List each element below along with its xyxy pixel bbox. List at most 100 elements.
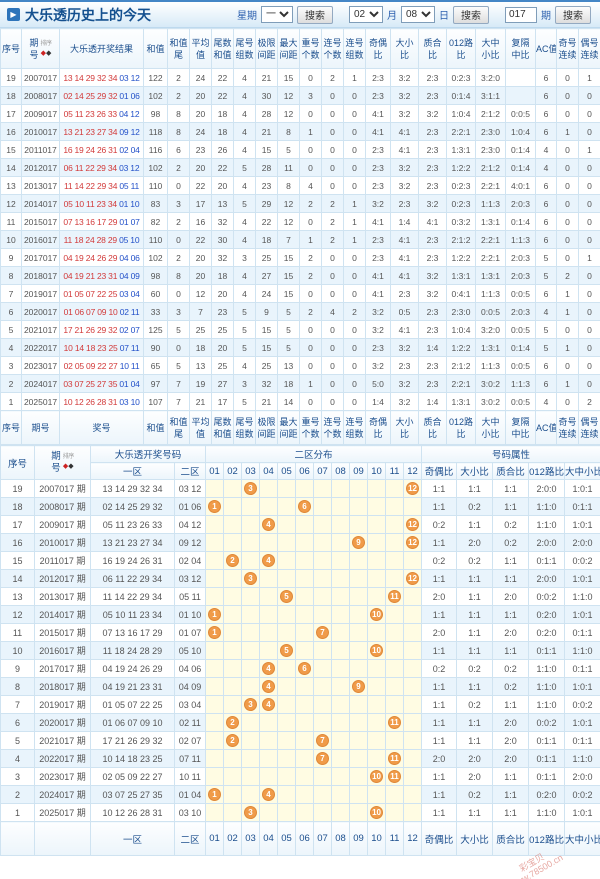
cell-front-zone: 01 05 07 22 25	[90, 695, 175, 714]
cell-back-zone: 01 06	[173, 497, 207, 516]
cell-ball-01	[205, 569, 225, 588]
cell-odd-even-ratio: 3:2	[365, 302, 391, 321]
cell-ball-06	[295, 587, 315, 606]
cell-big-mid-small-ratio: 1:1:3	[475, 194, 506, 213]
distribution-row: 4 2022017 期 10 14 18 23 25 07 11 7 11 2:0 2:0 2:…	[0, 749, 600, 768]
cell-seq: 18	[0, 497, 35, 516]
front-zone-numbers: 03 07 25 27 35	[63, 378, 118, 389]
week-select[interactable]: 一	[261, 6, 293, 23]
cell-repeat-count: 2	[299, 266, 322, 285]
footer-header: 09	[349, 821, 369, 856]
cell-ball-05	[277, 803, 297, 822]
footer-header: 01	[205, 821, 225, 856]
back-zone-numbers: 01 07	[119, 216, 140, 227]
cell-consec-groups: 0	[343, 356, 366, 375]
day-select[interactable]: 08	[401, 6, 435, 23]
period-input[interactable]	[505, 6, 537, 23]
cell-prime-composite-ratio: 2:3	[418, 158, 447, 177]
cell-seq: 2	[0, 374, 22, 393]
group-header-number-attributes: 号码属性	[421, 445, 600, 463]
cell-period: 2024017 期	[34, 785, 91, 804]
cell-ball-11	[385, 515, 405, 534]
cell-max-gap: 18	[277, 374, 300, 393]
cell-ac-value: 5	[535, 248, 557, 267]
cell-ball-03: 3	[241, 695, 261, 714]
cell-odd-run: 1	[556, 122, 579, 141]
cell-period: 2016017	[21, 230, 60, 249]
week-search-button[interactable]: 搜索	[297, 5, 333, 24]
cell-prime-composite-ratio: 2:0	[492, 713, 530, 732]
cell-consec-count: 0	[321, 392, 344, 411]
cell-front-zone: 01 06 07 09 10	[90, 713, 175, 732]
cell-tail-groups: 4	[233, 212, 256, 231]
footer-header: 尾数 和值	[211, 410, 234, 445]
cell-consec-groups: 0	[343, 104, 366, 123]
stats-row: 7 2019017 01 05 07 22 25 03 04 60 0 12 20 4 24 15…	[0, 284, 600, 303]
footer-header: 07	[313, 821, 333, 856]
sort-control[interactable]: 排序 ◆◆	[40, 40, 53, 57]
sort-desc-icon[interactable]: ◆	[46, 49, 52, 57]
sort-control[interactable]: 排序 ◆◆	[62, 454, 75, 470]
cell-tail-groups: 5	[233, 338, 256, 357]
cell-result: 16 19 24 26 31 02 04	[59, 140, 144, 159]
period-search-button[interactable]: 搜索	[555, 5, 591, 24]
cell-front-zone: 10 14 18 23 25	[90, 749, 175, 768]
back-zone-numbers: 02 07	[119, 324, 140, 335]
month-select[interactable]: 02	[349, 6, 383, 23]
cell-repeat-count: 1	[299, 230, 322, 249]
cell-prime-composite-ratio: 0:2	[492, 677, 530, 696]
cell-max-gap: 12	[277, 104, 300, 123]
cell-seq: 15	[0, 140, 22, 159]
distribution-row: 18 2008017 期 02 14 25 29 32 01 06 1 6 1:1 0:2 1:…	[0, 497, 600, 516]
cell-ball-09	[349, 803, 369, 822]
cell-consec-count: 0	[321, 320, 344, 339]
cell-front-zone: 03 07 25 27 35	[90, 785, 175, 804]
cell-consec-count: 0	[321, 266, 344, 285]
cell-seq: 15	[0, 551, 35, 570]
cell-big-small-ratio: 1:1	[456, 677, 494, 696]
cell-ball-01	[205, 515, 225, 534]
cell-limit-span: 21	[255, 122, 278, 141]
footer-header: 奇偶比	[421, 821, 458, 856]
cell-ball-11	[385, 551, 405, 570]
sort-desc-icon[interactable]: ◆	[68, 463, 74, 470]
cell-period: 2021017	[21, 320, 60, 339]
footer-header: 期号	[21, 410, 60, 445]
stats-row: 11 2015017 07 13 16 17 29 01 07 82 2 16 32 4 22 1…	[0, 212, 600, 231]
cell-ball-12	[403, 803, 423, 822]
sub-header: 二区	[173, 462, 207, 480]
cell-front-zone: 11 18 24 28 29	[90, 641, 175, 660]
cell-limit-span: 9	[255, 302, 278, 321]
front-zone-numbers: 06 11 22 29 34	[63, 162, 117, 173]
cell-seq: 11	[0, 623, 35, 642]
cell-result: 03 07 25 27 35 01 04	[59, 374, 144, 393]
cell-ball-04	[259, 497, 279, 516]
cell-rep-skip-mid-ratio	[505, 86, 536, 105]
week-label: 星期	[237, 11, 257, 22]
sort-asc-icon[interactable]: ◆	[40, 49, 46, 57]
distribution-row: 2 2024017 期 03 07 25 27 35 01 04 1 4 1:1 0:2 1:1…	[0, 785, 600, 804]
sort-asc-icon[interactable]: ◆	[62, 463, 69, 470]
cell-road012-ratio: 1:0:4	[446, 104, 476, 123]
cell-sum-tail: 7	[167, 392, 190, 411]
cell-sum: 60	[143, 284, 168, 303]
cell-prime-composite-ratio: 4:1	[418, 212, 447, 231]
cell-period: 2014017 期	[34, 605, 91, 624]
cell-ball-11	[385, 677, 405, 696]
cell-ball-01	[205, 587, 225, 606]
cell-ball-12	[403, 677, 423, 696]
col-header-prime-composite-ratio: 质合比	[418, 28, 447, 69]
date-search-button[interactable]: 搜索	[453, 5, 489, 24]
ball-number: 7	[316, 752, 330, 765]
ball-number: 2	[226, 734, 240, 747]
cell-big-small-ratio: 3:2	[390, 86, 419, 105]
front-zone-numbers: 04 19 24 26 29	[63, 252, 118, 263]
stats-row: 8 2018017 04 19 21 23 31 04 09 98 8 20 18 4 27 15…	[0, 266, 600, 285]
footer-header: 一区	[90, 821, 175, 856]
cell-max-gap: 12	[277, 212, 300, 231]
cell-sum: 83	[143, 194, 168, 213]
cell-ball-06	[295, 767, 315, 786]
cell-consec-count: 0	[321, 140, 344, 159]
ball-number: 11	[388, 770, 402, 783]
cell-average: 18	[189, 338, 212, 357]
